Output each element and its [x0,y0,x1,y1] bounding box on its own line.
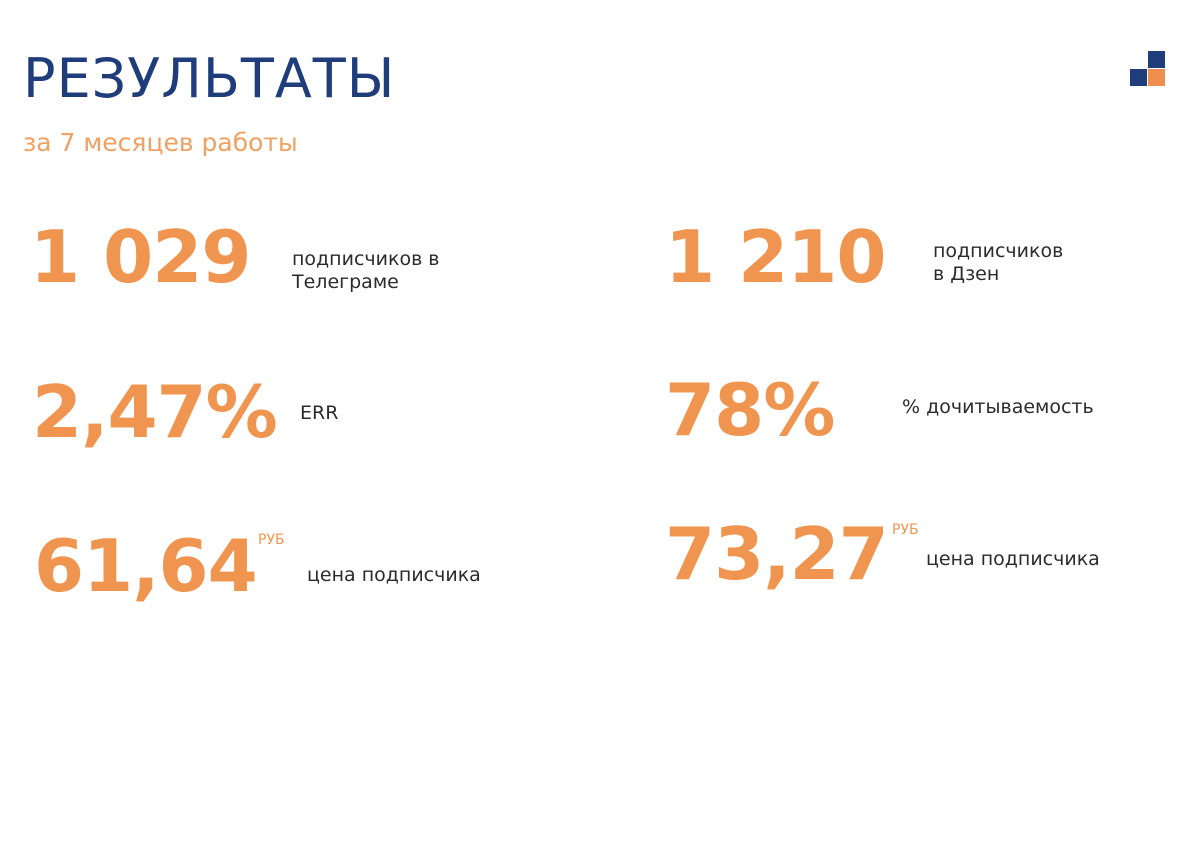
logo-square-top-right [1148,51,1165,68]
price-zen-value: 73,27 [665,512,889,596]
read-rate-value: 78% [665,368,835,452]
read-rate-label: % дочитываемость [902,396,1094,418]
price-zen-label: цена подписчика [926,548,1100,570]
err-label: ERR [300,402,339,424]
page-subtitle: за 7 месяцев работы [23,128,298,157]
err-value: 2,47% [32,370,278,454]
page-title: РЕЗУЛЬТАТЫ [23,47,396,110]
telegram-subscribers-value: 1 029 [30,215,251,299]
zen-subscribers-label: подписчиков в Дзен [933,240,1064,285]
logo-square-bottom-left [1130,69,1147,86]
price-telegram-unit: РУБ [258,532,285,548]
zen-subscribers-value: 1 210 [665,215,886,299]
logo-square-bottom-right [1148,69,1165,86]
price-telegram-label: цена подписчика [307,564,481,586]
squares-logo-icon [1130,51,1166,87]
price-telegram-value: 61,64 [34,524,258,608]
telegram-subscribers-label: подписчиков в Телеграме [292,248,440,293]
price-zen-unit: РУБ [892,522,919,538]
